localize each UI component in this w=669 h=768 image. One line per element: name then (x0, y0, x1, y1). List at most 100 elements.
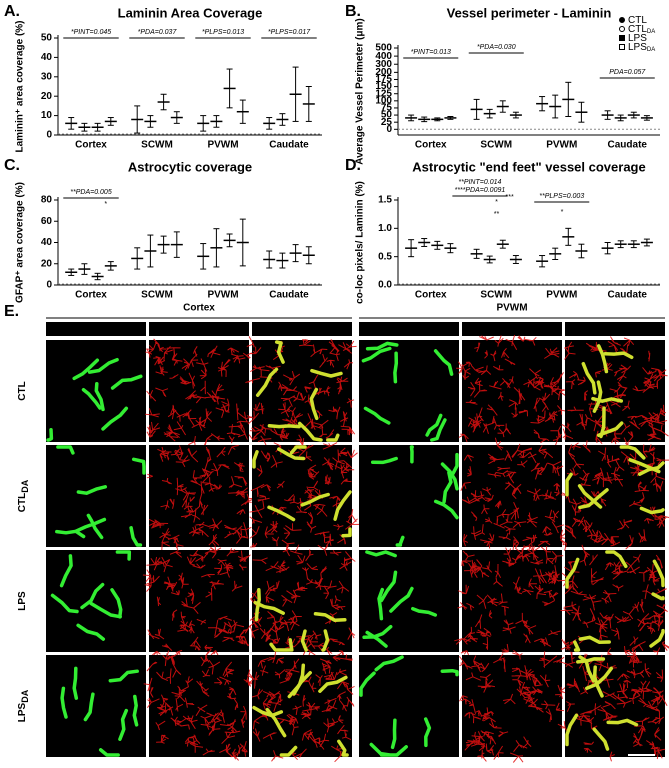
gfap-texture (459, 650, 568, 763)
channel-label: Laminin (364, 324, 402, 335)
y-axis-label: Laminin⁺ area coverage (%) (15, 21, 26, 153)
y-axis-label: Average Vessel Perimeter (μm) (355, 18, 366, 164)
x-tick-label: SCWM (480, 290, 512, 301)
annotation: *PINT=0.045 (71, 29, 111, 36)
channel-header (462, 322, 562, 336)
annotation: ****PDA=0.0091 (454, 187, 505, 194)
y-tick-label: 0 (46, 280, 52, 291)
y-tick-label: 300 (375, 59, 392, 70)
y-tick-label: 0 (386, 124, 392, 135)
legend-name: CTL (628, 15, 647, 26)
gfap-texture (561, 336, 669, 445)
y-tick-label: 40 (41, 237, 53, 248)
row-subscript: DA (20, 479, 30, 492)
row-name: CTL (17, 493, 28, 512)
gfap-texture (560, 437, 669, 552)
micrograph (565, 445, 665, 547)
channel-label: GFAP/Laminin (581, 324, 649, 335)
y-tick-label: 75 (381, 103, 393, 114)
channel-header (565, 322, 665, 336)
chart-title: Astrocytic coverage (128, 159, 252, 174)
micrograph (565, 340, 665, 442)
annotation: **PDA=0.005 (70, 189, 112, 196)
x-tick-label: Cortex (75, 290, 107, 301)
row-name: LPS (17, 702, 28, 722)
annotation: ** (494, 211, 500, 218)
row-name: LPS (17, 591, 28, 611)
gfap-texture (145, 338, 253, 450)
y-axis-label: GFAP⁺ area coverage (%) (15, 182, 26, 303)
laminin-texture (255, 340, 343, 442)
laminin-texture (55, 445, 146, 547)
y-tick-label: 30 (41, 71, 53, 82)
legend-label: CTL (628, 15, 647, 26)
gfap-texture (460, 437, 567, 553)
laminin-texture (60, 666, 139, 757)
panel-label: D. (345, 157, 361, 174)
channel-header (149, 322, 249, 336)
channel-label: GFAP (185, 324, 213, 335)
laminin-texture (252, 663, 349, 757)
row-label: LPSDA (17, 689, 31, 722)
laminin-texture (50, 550, 132, 641)
annotation: *PDA=0.030 (477, 44, 516, 51)
x-tick-label: PVWM (207, 140, 238, 151)
gfap-texture (249, 544, 356, 658)
marker (619, 35, 625, 41)
laminin-texture (359, 655, 459, 757)
y-tick-label: 20 (41, 91, 53, 102)
laminin-texture (253, 587, 347, 652)
legend-label: LPS (628, 33, 647, 44)
laminin-texture (252, 445, 352, 538)
y-tick-label: 0 (46, 130, 52, 141)
annotation: *PLPS=0.017 (268, 29, 311, 36)
legend-label: LPSDA (628, 42, 655, 53)
x-tick-label: SCWM (480, 140, 512, 151)
x-tick-label: Caudate (269, 290, 309, 301)
y-tick-label: 60 (41, 216, 53, 227)
y-tick-label: 150 (375, 81, 392, 92)
y-tick-label: 200 (375, 67, 392, 78)
micrograph (462, 550, 562, 652)
y-tick-label: 80 (41, 195, 53, 206)
row-subscript: DA (20, 689, 30, 702)
micrograph (252, 445, 352, 547)
panel-label: B. (345, 3, 361, 20)
y-tick-label: 100 (375, 95, 392, 106)
laminin-texture (370, 445, 459, 547)
micrograph (149, 445, 249, 547)
annotation: *PINT=0.013 (411, 49, 451, 56)
panel-label: C. (4, 157, 20, 174)
marker (619, 44, 625, 50)
x-tick-label: Cortex (415, 290, 447, 301)
laminin-texture (565, 550, 665, 652)
legend-name: CTL (628, 24, 647, 35)
laminin-texture (565, 655, 639, 751)
y-tick-label: 0.5 (378, 251, 392, 262)
region-label: Cortex (183, 303, 215, 314)
laminin-texture (362, 550, 438, 648)
laminin-texture (581, 344, 634, 439)
annotation: * (560, 209, 563, 216)
x-tick-label: Cortex (415, 140, 447, 151)
gfap-texture (142, 545, 251, 661)
marker (619, 17, 625, 23)
channel-header (252, 322, 352, 336)
legend-subscript: DA (647, 47, 655, 53)
laminin-texture (361, 341, 454, 442)
legend-name: LPS (628, 42, 647, 53)
x-tick-label: Cortex (75, 140, 107, 151)
panel-label: A. (4, 3, 20, 20)
annotation: PDA=0.057 (609, 69, 646, 76)
gfap-texture (557, 648, 668, 762)
row-label: LPS (17, 591, 28, 611)
row-label: CTL (17, 381, 28, 400)
x-tick-label: Caudate (608, 140, 648, 151)
y-tick-label: 20 (41, 258, 53, 269)
x-tick-label: Caudate (608, 290, 648, 301)
y-tick-label: 1.0 (378, 223, 392, 234)
row-label: CTLDA (17, 479, 31, 512)
row-name: CTL (17, 381, 28, 400)
annotation: **PLPS=0.003 (539, 193, 584, 200)
region-label: PVWM (496, 303, 527, 314)
